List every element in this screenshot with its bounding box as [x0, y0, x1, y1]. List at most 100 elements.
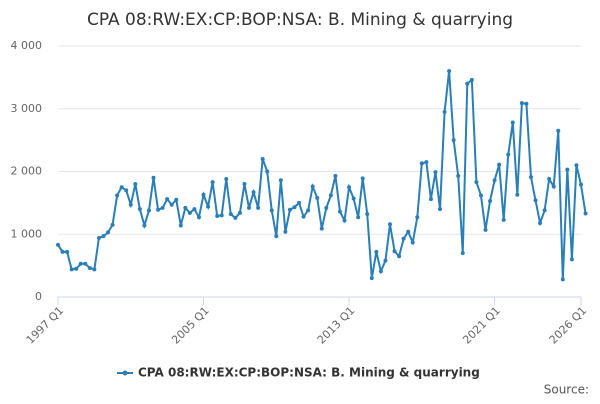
point — [447, 69, 452, 74]
point — [524, 101, 529, 106]
point — [101, 234, 106, 239]
source: Source: — [544, 383, 589, 397]
point — [383, 258, 388, 263]
point — [274, 234, 279, 239]
point — [87, 266, 92, 271]
point — [106, 230, 111, 235]
point — [256, 205, 261, 210]
point — [556, 128, 561, 133]
point — [156, 207, 161, 212]
point — [565, 167, 570, 172]
legend-marker — [122, 370, 128, 376]
point — [438, 207, 443, 212]
point — [506, 152, 511, 157]
point — [542, 208, 547, 213]
x-tick-label: 2021 Q1 — [460, 304, 503, 347]
point — [374, 249, 379, 254]
point — [538, 220, 543, 225]
point — [110, 222, 115, 227]
point — [488, 198, 493, 203]
point — [456, 173, 461, 178]
point — [483, 227, 488, 232]
point — [378, 269, 383, 274]
y-tick-label: 0 — [35, 290, 42, 303]
x-tick-label: 2013 Q1 — [315, 304, 358, 347]
point — [119, 185, 124, 190]
point — [133, 182, 138, 187]
point — [319, 226, 324, 231]
point — [569, 257, 574, 262]
point — [510, 120, 515, 125]
point — [315, 195, 320, 200]
point — [415, 215, 420, 220]
point — [442, 109, 447, 114]
point — [474, 180, 479, 185]
point — [115, 193, 120, 198]
point — [56, 242, 60, 247]
point — [174, 197, 179, 202]
point — [356, 215, 361, 220]
point — [260, 156, 265, 161]
point — [287, 207, 292, 212]
legend-label: CPA 08:RW:EX:CP:BOP:NSA: B. Mining & qua… — [138, 366, 480, 380]
point — [297, 200, 302, 205]
point — [192, 207, 197, 212]
series-line — [57, 70, 587, 280]
point — [501, 217, 506, 222]
point — [347, 185, 352, 190]
y-tick-label: 3 000 — [11, 102, 43, 115]
point — [337, 209, 342, 214]
point — [551, 184, 556, 189]
point — [196, 215, 201, 220]
point — [74, 266, 79, 271]
point — [583, 211, 588, 216]
x-tick-label: 2026 Q1 — [547, 304, 590, 347]
point — [528, 175, 533, 180]
point — [469, 77, 474, 82]
point — [187, 210, 192, 215]
point — [360, 176, 365, 181]
point — [369, 276, 374, 281]
chart-title: CPA 08:RW:EX:CP:BOP:NSA: B. Mining & qua… — [87, 10, 513, 30]
point — [160, 205, 165, 210]
point — [228, 212, 233, 217]
point — [465, 81, 470, 86]
point — [547, 177, 552, 182]
point — [574, 163, 579, 168]
point — [519, 101, 524, 106]
point — [365, 212, 370, 217]
point — [137, 207, 142, 212]
point — [201, 192, 206, 197]
point — [515, 192, 520, 197]
point — [401, 236, 406, 241]
point — [265, 169, 270, 174]
point — [233, 215, 238, 220]
point — [478, 193, 483, 198]
point — [60, 249, 65, 254]
x-tick-label: 1997 Q1 — [24, 304, 67, 347]
point — [392, 249, 397, 254]
point — [560, 277, 565, 282]
point — [69, 267, 74, 272]
y-tick-label: 1 000 — [11, 227, 43, 240]
point — [328, 193, 333, 198]
y-tick-label: 2 000 — [11, 165, 43, 178]
point — [124, 188, 129, 193]
point — [460, 251, 465, 256]
point — [224, 177, 229, 182]
point — [292, 205, 297, 210]
point — [269, 208, 274, 213]
point — [387, 222, 392, 227]
point — [492, 178, 497, 183]
point — [410, 240, 415, 245]
point — [342, 218, 347, 223]
point — [206, 204, 211, 209]
point — [283, 229, 288, 234]
point — [397, 254, 402, 259]
point — [406, 229, 411, 234]
point — [324, 205, 329, 210]
point — [96, 236, 101, 241]
point — [215, 214, 220, 219]
point — [419, 161, 424, 166]
